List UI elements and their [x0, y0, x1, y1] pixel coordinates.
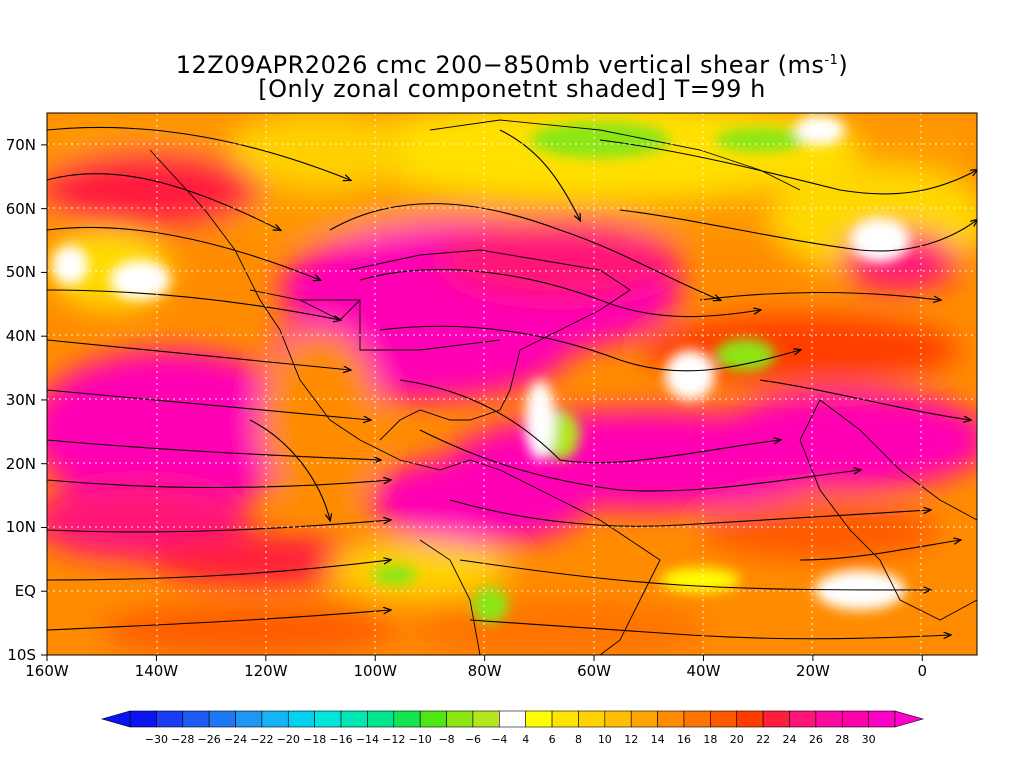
- colorbar-label: −4: [491, 733, 508, 746]
- colorbar-label: 14: [650, 733, 665, 746]
- shaded-field: [47, 113, 977, 655]
- colorbar-label: −24: [223, 733, 248, 746]
- lat-tick-label: 10S: [7, 646, 36, 664]
- colorbar-swatch: [235, 710, 263, 728]
- colorbar-label: 24: [782, 733, 797, 746]
- colorbar-label: −20: [276, 733, 300, 746]
- colorbar-swatch: [789, 710, 817, 728]
- colorbar-label: −30: [144, 733, 168, 746]
- colorbar-swatch: [868, 710, 896, 728]
- lon-tick-label: 20W: [795, 662, 830, 680]
- colorbar-swatch: [156, 710, 184, 728]
- colorbar-label: 18: [703, 733, 718, 746]
- axis-ticks: [41, 144, 923, 661]
- colorbar-label: 12: [624, 733, 639, 746]
- colorbar-label: −14: [355, 733, 380, 746]
- lat-tick-label: 10N: [5, 518, 36, 537]
- coastlines: [149, 119, 977, 655]
- lat-tick-label: 20N: [5, 454, 36, 473]
- lat-tick-label: 40N: [5, 327, 36, 346]
- colorbar-swatch: [182, 710, 210, 728]
- colorbar-label: −16: [329, 733, 353, 746]
- colorbar-label: −10: [408, 733, 432, 746]
- colorbar-swatch: [762, 710, 790, 728]
- colorbar-swatch: [604, 710, 632, 728]
- colorbar-label: −28: [171, 733, 195, 746]
- lon-tick-label: 100W: [353, 662, 397, 680]
- colorbar-label: −6: [464, 733, 482, 746]
- colorbar-label: 16: [676, 733, 691, 746]
- colorbar-label: 28: [835, 733, 850, 746]
- colorbar-label: −18: [303, 733, 327, 746]
- colorbar-swatch: [551, 710, 579, 728]
- colorbar-label: −22: [250, 733, 274, 746]
- colorbar-swatch: [393, 710, 421, 728]
- colorbar-label: 6: [548, 733, 556, 746]
- colorbar-swatch: [815, 710, 843, 728]
- lat-tick-label: 70N: [5, 135, 36, 154]
- colorbar-label: −12: [382, 733, 406, 746]
- colorbar-label: 30: [861, 733, 876, 746]
- colorbar-swatch: [683, 710, 711, 728]
- colorbar-swatch: [525, 710, 553, 728]
- colorbar-swatch: [129, 710, 157, 728]
- colorbar-swatch: [630, 710, 658, 728]
- colorbar-label: 10: [597, 733, 612, 746]
- lon-tick-label: 40W: [686, 662, 721, 680]
- colorbar-swatch: [736, 710, 764, 728]
- lat-tick-label: 50N: [5, 263, 36, 282]
- colorbar-label: 8: [574, 733, 582, 746]
- lat-tick-label: 60N: [5, 199, 36, 218]
- colorbar-swatch: [710, 710, 738, 728]
- colorbar-label: −8: [438, 733, 455, 746]
- colorbar-label: 4: [522, 733, 530, 746]
- colorbar-swatch: [446, 710, 474, 728]
- lon-tick-label: 120W: [244, 662, 288, 680]
- colorbar-swatch: [419, 710, 447, 728]
- colorbar-swatch: [472, 710, 500, 728]
- colorbar-left-arrow: [100, 710, 131, 728]
- colorbar-swatch: [340, 710, 368, 728]
- colorbar-right-arrow: [894, 710, 925, 728]
- colorbar-swatch: [499, 710, 526, 728]
- plot-frame: [46, 112, 978, 656]
- colorbar-label: 20: [729, 733, 744, 746]
- colorbar-label: 22: [756, 733, 771, 746]
- map-title-line1: 12Z09APR2026 cmc 200−850mb vertical shea…: [175, 51, 849, 79]
- lon-tick-label: 160W: [25, 662, 69, 680]
- colorbar-swatch: [657, 710, 685, 728]
- colorbar-swatch: [578, 710, 606, 728]
- colorbar-swatch: [367, 710, 395, 728]
- lat-tick-label: EQ: [14, 582, 36, 601]
- lon-tick-label: 60W: [577, 662, 611, 680]
- lat-lon-grid: [47, 113, 977, 655]
- lon-tick-label: 140W: [134, 662, 179, 680]
- lon-tick-label: 80W: [467, 662, 502, 680]
- map-title-line2: [Only zonal componetnt shaded] T=99 h: [258, 75, 766, 103]
- colorbar-swatch: [841, 710, 869, 728]
- colorbar-swatch: [208, 710, 236, 728]
- colorbar-label: −26: [197, 733, 221, 746]
- colorbar-swatch: [314, 710, 342, 728]
- colorbar-swatch: [287, 710, 315, 728]
- lat-tick-label: 30N: [5, 390, 36, 409]
- streamlines: [47, 126, 977, 640]
- colorbar-label: 26: [808, 733, 823, 746]
- lon-tick-label: 0: [917, 662, 928, 680]
- colorbar-swatch: [261, 710, 289, 728]
